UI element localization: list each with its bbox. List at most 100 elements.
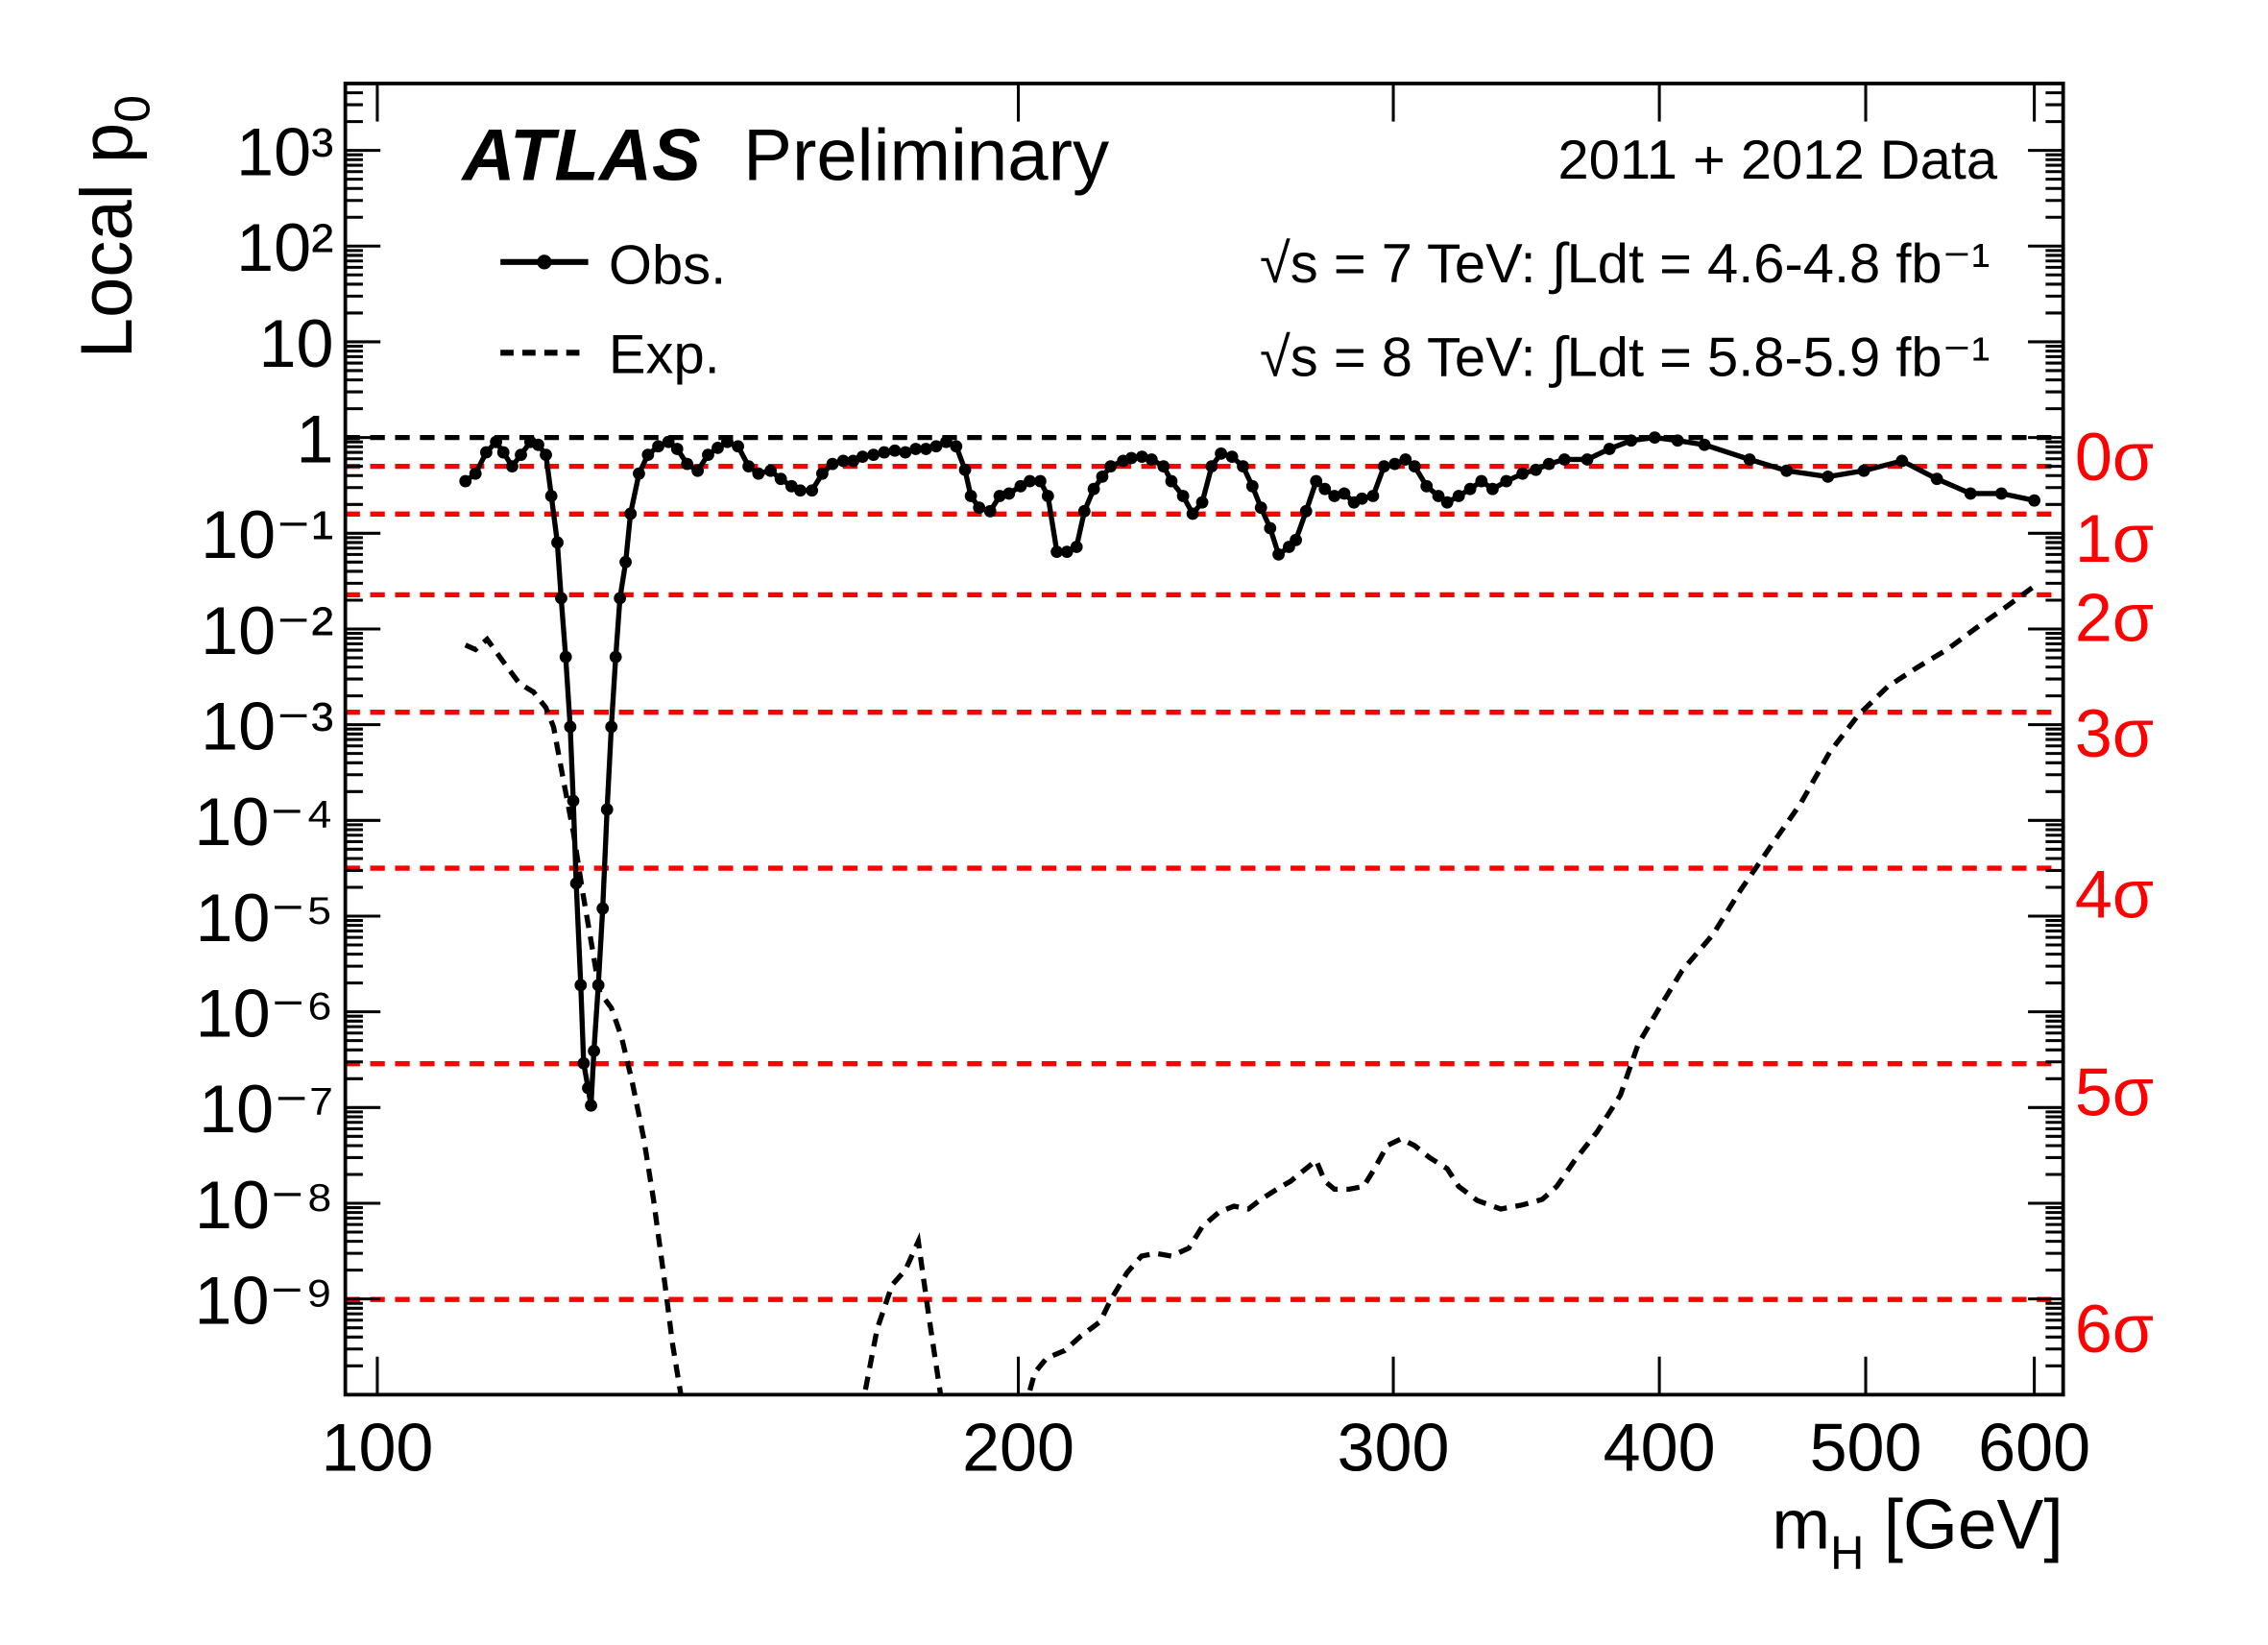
observed-point bbox=[702, 448, 714, 462]
observed-point bbox=[574, 979, 588, 992]
observed-point bbox=[1237, 460, 1249, 473]
observed-point bbox=[652, 440, 664, 453]
observed-point bbox=[1500, 474, 1513, 488]
sigma-label: 4σ bbox=[2075, 858, 2154, 932]
series-layer bbox=[459, 431, 2041, 1395]
expected-line bbox=[1025, 584, 2037, 1395]
sigma-label: 0σ bbox=[2075, 420, 2154, 495]
observed-point bbox=[496, 446, 510, 459]
observed-point bbox=[752, 467, 765, 480]
observed-point bbox=[1070, 541, 1083, 553]
observed-point bbox=[867, 448, 881, 462]
observed-point bbox=[1366, 490, 1380, 502]
observed-point bbox=[670, 443, 684, 455]
x-tick-label: 400 bbox=[1604, 1411, 1716, 1486]
observed-point bbox=[1463, 482, 1477, 496]
observed-point bbox=[1408, 460, 1421, 473]
observed-point bbox=[600, 803, 614, 816]
observed-point bbox=[1440, 496, 1454, 509]
observed-point bbox=[1264, 521, 1277, 535]
observed-point bbox=[1822, 470, 1835, 483]
observed-point bbox=[641, 448, 655, 462]
observed-point bbox=[605, 720, 618, 734]
observed-point bbox=[619, 555, 632, 568]
observed-point bbox=[1050, 545, 1064, 559]
dataset-label: 2011 + 2012 Data bbox=[1557, 130, 1997, 191]
y-tick-label: 10⁻⁷ bbox=[199, 1072, 333, 1147]
observed-point bbox=[1432, 490, 1445, 502]
observed-point bbox=[1895, 454, 1909, 468]
observed-point bbox=[609, 650, 622, 664]
y-tick-label: 10 bbox=[258, 306, 333, 381]
observed-point bbox=[1516, 467, 1530, 480]
observed-point bbox=[585, 1099, 597, 1112]
observed-point bbox=[469, 467, 482, 480]
observed-point bbox=[1157, 460, 1170, 473]
observed-point bbox=[1087, 482, 1100, 496]
expected-line bbox=[861, 1232, 944, 1395]
y-tick-label: 10⁻⁵ bbox=[195, 881, 333, 956]
observed-point bbox=[888, 444, 902, 457]
observed-point bbox=[1290, 533, 1302, 546]
observed-point bbox=[950, 440, 963, 453]
observed-point bbox=[721, 435, 734, 448]
y-tick-label: 10² bbox=[236, 210, 333, 285]
legend: Obs. Exp. bbox=[500, 235, 726, 386]
x-title-unit: [GeV] bbox=[1864, 1486, 2063, 1563]
observed-point bbox=[1475, 474, 1488, 488]
observed-point bbox=[588, 1045, 600, 1057]
x-tick-label: 100 bbox=[321, 1411, 433, 1486]
observed-point bbox=[662, 435, 675, 448]
observed-point bbox=[459, 474, 472, 488]
observed-point bbox=[1557, 453, 1571, 466]
observed-point bbox=[1041, 490, 1054, 502]
legend-obs-label: Obs. bbox=[609, 235, 726, 297]
observed-point bbox=[806, 484, 819, 497]
x-tick-label: 300 bbox=[1338, 1411, 1450, 1486]
observed-point bbox=[856, 450, 869, 464]
observed-point bbox=[1530, 463, 1542, 476]
observed-point bbox=[564, 720, 577, 734]
observed-point bbox=[1176, 490, 1190, 502]
observed-point bbox=[1355, 492, 1368, 505]
observed-point bbox=[1186, 507, 1199, 520]
observed-point bbox=[551, 536, 564, 549]
y-axis-title: Local p0 bbox=[66, 95, 159, 359]
observed-point bbox=[1994, 487, 2008, 500]
sigma-label: 6σ bbox=[2075, 1292, 2154, 1367]
observed-point bbox=[691, 464, 704, 477]
observed-point bbox=[479, 446, 493, 459]
observed-point bbox=[958, 463, 972, 476]
observed-point bbox=[1215, 447, 1227, 460]
observed-point bbox=[1452, 490, 1465, 502]
observed-point bbox=[815, 467, 829, 480]
observed-point bbox=[732, 440, 744, 453]
observed-point bbox=[614, 592, 627, 605]
observed-point bbox=[1743, 453, 1756, 466]
y-tick-label: 10⁻³ bbox=[201, 689, 333, 764]
y-tick-label: 10⁻² bbox=[201, 593, 333, 668]
observed-point bbox=[742, 460, 756, 473]
observed-point bbox=[1310, 474, 1323, 488]
observed-point bbox=[973, 501, 986, 515]
legend-obs-marker bbox=[537, 254, 552, 270]
observed-point bbox=[1486, 482, 1499, 496]
observed-point bbox=[624, 507, 638, 520]
x-tick-label: 200 bbox=[962, 1411, 1074, 1486]
observed-point bbox=[1024, 474, 1036, 488]
lumi-7tev-label: √s = 7 TeV: ∫Ldt = 4.6-4.8 fb⁻¹ bbox=[1260, 233, 1990, 295]
observed-point bbox=[1580, 453, 1594, 466]
observed-point bbox=[794, 484, 807, 497]
x-tick-label: 600 bbox=[1978, 1411, 2090, 1486]
observed-point bbox=[1780, 464, 1794, 477]
observed-point bbox=[559, 650, 572, 664]
observed-point bbox=[1033, 474, 1047, 488]
y-tick-label: 10⁻⁶ bbox=[196, 977, 334, 1052]
observed-point bbox=[577, 1056, 591, 1070]
observed-point bbox=[544, 490, 558, 502]
observed-point bbox=[1388, 457, 1402, 471]
x-tick-label: 500 bbox=[1810, 1411, 1922, 1486]
observed-point bbox=[1205, 460, 1218, 473]
observed-point bbox=[899, 446, 912, 459]
